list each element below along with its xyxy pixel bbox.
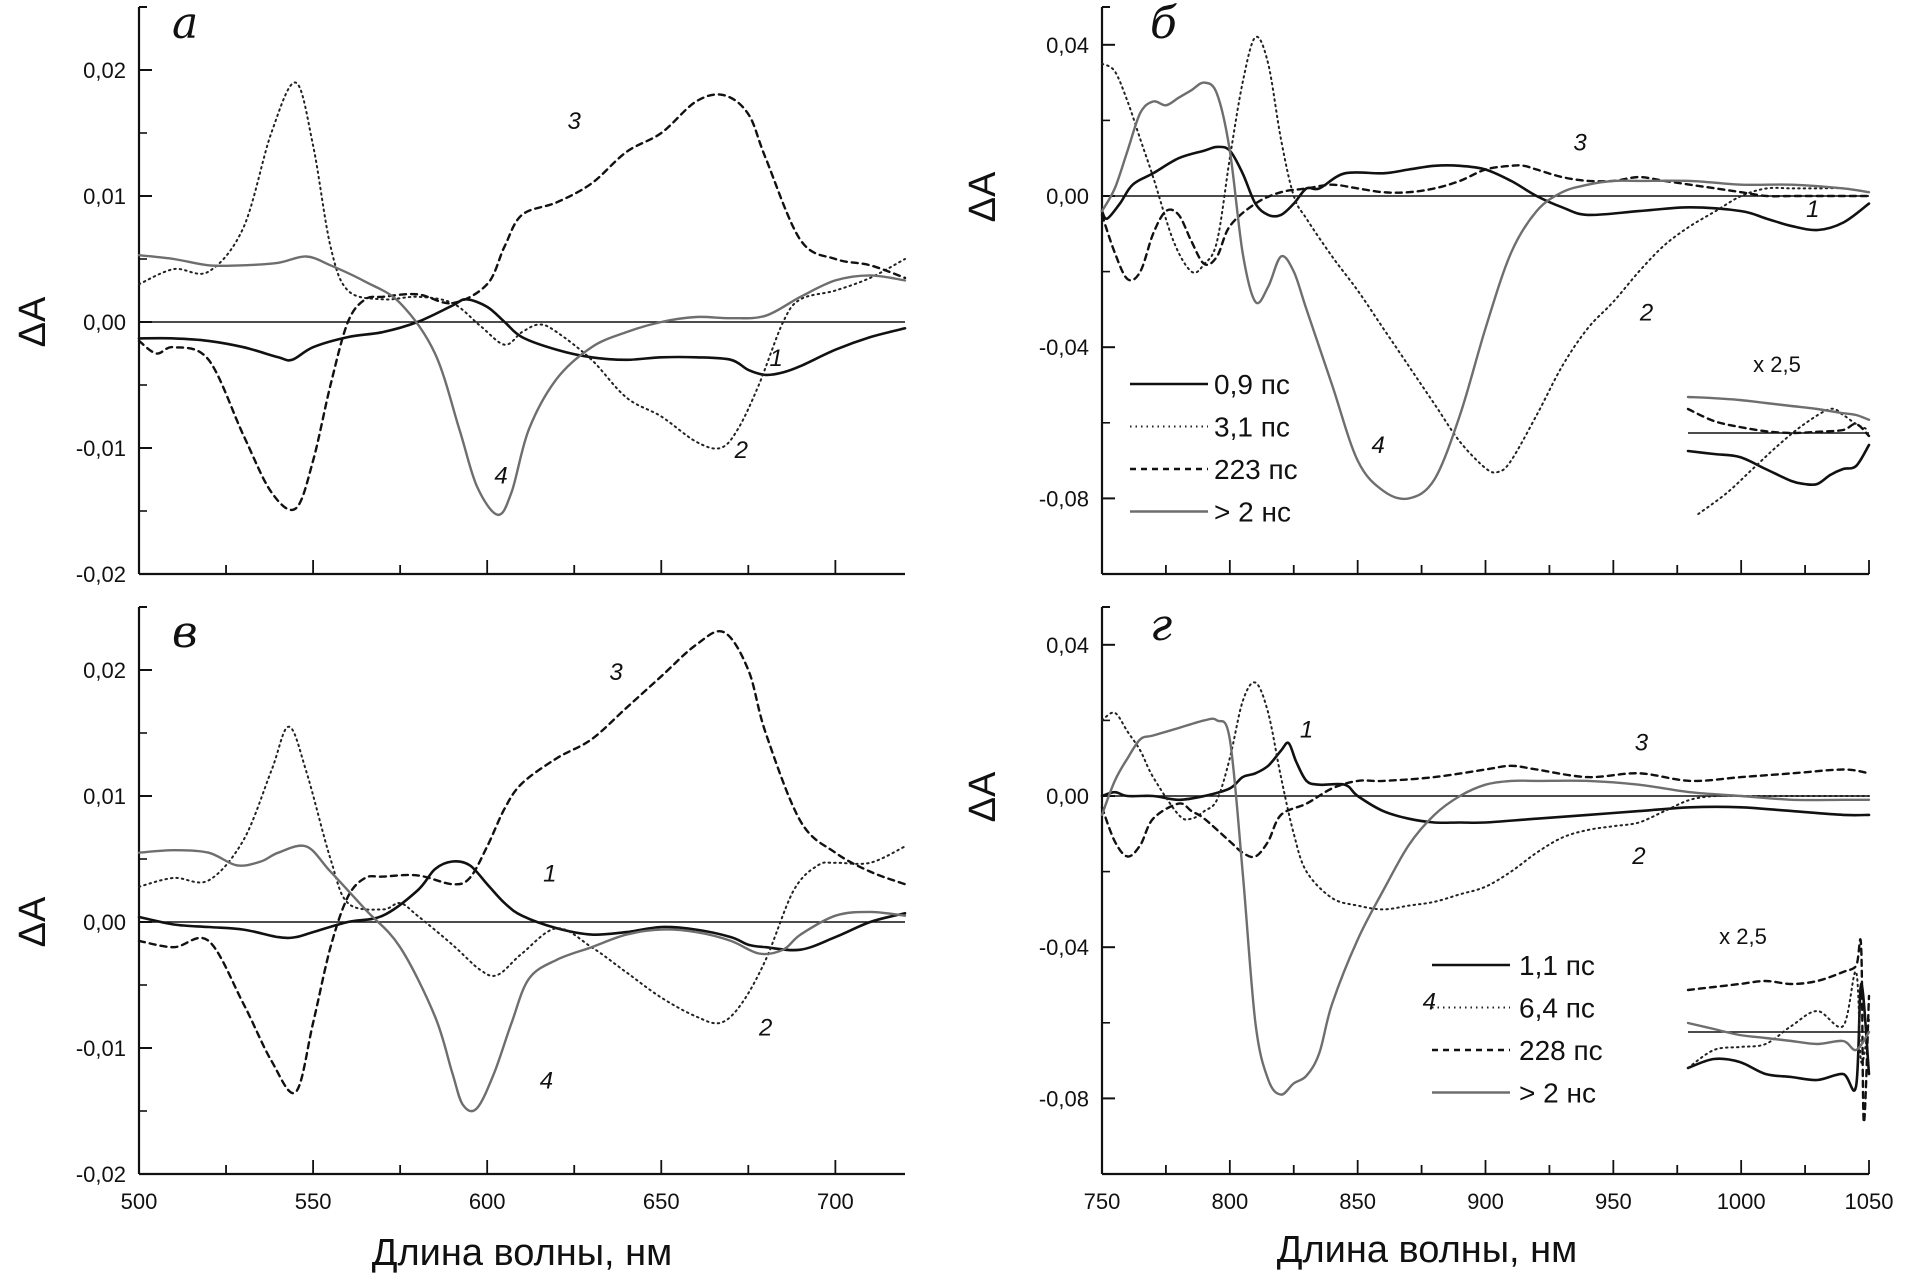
inset-scale-label: x 2,5 bbox=[1753, 352, 1801, 377]
y-tick-label: -0,08 bbox=[1039, 486, 1089, 511]
panel-letter: б bbox=[1150, 0, 1177, 49]
inset-series-line bbox=[1686, 407, 1871, 438]
curve-label: 3 bbox=[609, 659, 623, 686]
y-axis-title: ΔA bbox=[962, 771, 1004, 822]
y-tick-label: 0,01 bbox=[83, 784, 126, 809]
inset-series-line bbox=[1686, 395, 1871, 421]
x-tick-label: 500 bbox=[121, 1189, 158, 1214]
curve-label: 1 bbox=[1300, 716, 1313, 743]
y-tick-label: -0,02 bbox=[76, 562, 126, 587]
curve-label: 4 bbox=[540, 1067, 553, 1094]
legend-label: 228 пс bbox=[1519, 1035, 1603, 1066]
panel-letter: в bbox=[172, 607, 198, 658]
curve-label: 1 bbox=[1806, 196, 1819, 223]
y-tick-label: 0,02 bbox=[83, 658, 126, 683]
series-line-1 bbox=[137, 298, 907, 377]
x-axis-title-left: Длина волны, нм bbox=[372, 1232, 673, 1274]
series-line-4 bbox=[137, 254, 907, 517]
series-line-1 bbox=[137, 860, 907, 952]
inset-series-line bbox=[1686, 938, 1871, 1124]
legend-label: > 2 нс bbox=[1519, 1078, 1596, 1109]
series-line-1 bbox=[1100, 145, 1871, 232]
series-line-1 bbox=[1100, 741, 1871, 825]
panel-d: -0,08 -0,04 0,00 0,04 750 800 850 900 950 1000 105… bbox=[962, 600, 1893, 1214]
curve-label: 4 bbox=[1371, 432, 1384, 459]
legend-label: 1,1 пс bbox=[1519, 950, 1595, 981]
curve-label: 2 bbox=[734, 437, 748, 464]
series-line-2 bbox=[1101, 35, 1870, 474]
series-line-2 bbox=[138, 81, 906, 450]
series-line-4 bbox=[1100, 717, 1871, 1096]
curve-label: 4 bbox=[494, 462, 507, 489]
legend: 0,9 пс 3,1 пс 223 пс > 2 нс bbox=[1130, 369, 1298, 528]
curve-label: 2 bbox=[758, 1014, 772, 1041]
inset-series-line bbox=[1686, 982, 1871, 1092]
inset-series-line bbox=[1686, 443, 1871, 487]
y-tick-label: 0,00 bbox=[1046, 784, 1089, 809]
panel-letter: г bbox=[1150, 600, 1172, 651]
series-line-3 bbox=[1100, 164, 1871, 282]
curve-label: 3 bbox=[1573, 130, 1587, 157]
y-tick-label: 0,04 bbox=[1046, 33, 1089, 58]
x-tick-label: 950 bbox=[1595, 1189, 1632, 1214]
legend-label: 0,9 пс bbox=[1214, 369, 1290, 400]
curve-label: 2 bbox=[1631, 843, 1645, 870]
curve-label: 4 bbox=[1423, 989, 1436, 1016]
y-tick-label: 0,01 bbox=[83, 184, 126, 209]
x-tick-label: 750 bbox=[1084, 1189, 1121, 1214]
legend: 1,1 пс 6,4 пс 228 пс > 2 нс bbox=[1432, 950, 1603, 1109]
curve-label: 1 bbox=[769, 345, 782, 372]
series-line-4 bbox=[137, 844, 907, 1113]
y-axis-title: ΔA bbox=[962, 171, 1004, 222]
x-tick-label: 550 bbox=[295, 1189, 332, 1214]
series-line-2 bbox=[138, 725, 906, 1025]
y-tick-label: 0,00 bbox=[1046, 184, 1089, 209]
inset-series-line bbox=[1686, 1021, 1871, 1052]
inset-scale-label: x 2,5 bbox=[1719, 924, 1767, 949]
curve-label: 3 bbox=[568, 108, 582, 135]
x-tick-label: 900 bbox=[1467, 1189, 1504, 1214]
y-axis-title: ΔA bbox=[12, 896, 54, 947]
series-line-3 bbox=[137, 630, 907, 1095]
legend-label: > 2 нс bbox=[1214, 497, 1291, 528]
inset-series-line bbox=[1687, 970, 1870, 1069]
curve-label: 2 bbox=[1639, 300, 1653, 327]
series-line-3 bbox=[1100, 764, 1871, 859]
x-tick-label: 600 bbox=[469, 1189, 506, 1214]
curve-label: 1 bbox=[543, 861, 556, 888]
x-axis-title-right: Длина волны, нм bbox=[1277, 1229, 1578, 1271]
legend-label: 223 пс bbox=[1214, 454, 1298, 485]
legend-label: 3,1 пс bbox=[1214, 412, 1290, 443]
x-tick-label: 650 bbox=[643, 1189, 680, 1214]
y-tick-label: 0,00 bbox=[83, 910, 126, 935]
x-tick-label: 700 bbox=[817, 1189, 854, 1214]
x-tick-label: 800 bbox=[1211, 1189, 1248, 1214]
inset-series-line bbox=[1697, 407, 1870, 515]
y-tick-label: -0,04 bbox=[1039, 935, 1089, 960]
y-tick-label: -0,04 bbox=[1039, 335, 1089, 360]
y-axis-title: ΔA bbox=[12, 296, 54, 347]
x-tick-label: 1050 bbox=[1845, 1189, 1894, 1214]
series-line-2 bbox=[1101, 681, 1870, 911]
series-line-4 bbox=[1100, 81, 1871, 501]
x-tick-label: 1000 bbox=[1717, 1189, 1766, 1214]
y-tick-label: -0,01 bbox=[76, 1036, 126, 1061]
panel-letter: а bbox=[172, 0, 198, 49]
panel-c: -0,02 -0,01 0,00 0,01 0,02 500 550 600 650 700 ΔA в… bbox=[12, 606, 907, 1214]
y-tick-label: -0,02 bbox=[76, 1162, 126, 1187]
y-tick-label: 0,04 bbox=[1046, 633, 1089, 658]
y-tick-label: 0,02 bbox=[83, 58, 126, 83]
y-tick-label: -0,01 bbox=[76, 436, 126, 461]
x-tick-label: 850 bbox=[1339, 1189, 1376, 1214]
legend-label: 6,4 пс bbox=[1519, 993, 1595, 1024]
panel-a: -0,02 -0,01 0,00 0,01 0,02 ΔA а 1 2 3 4 bbox=[12, 0, 907, 587]
y-tick-label: 0,00 bbox=[83, 310, 126, 335]
y-tick-label: -0,08 bbox=[1039, 1086, 1089, 1111]
curve-label: 3 bbox=[1635, 730, 1649, 757]
series-line-3 bbox=[137, 93, 907, 512]
